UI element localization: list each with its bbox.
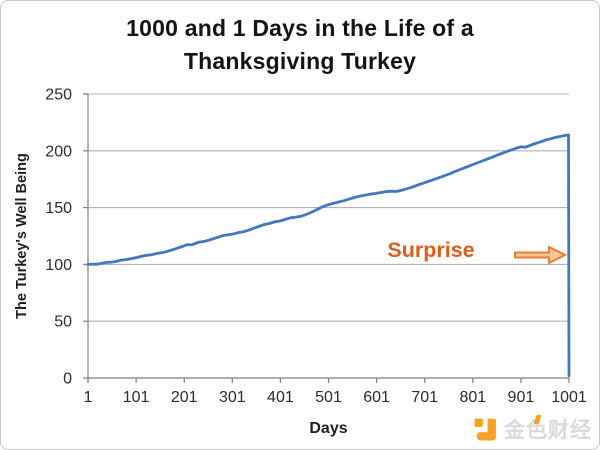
surprise-annotation: Surprise (387, 238, 475, 262)
chart-title-line2: Thanksgiving Turkey (183, 48, 417, 74)
jinse-finance-logo-icon (474, 418, 496, 440)
watermark-text: 金色财经 (504, 419, 592, 442)
chart-title-line1: 1000 and 1 Days in the Life of a (126, 15, 474, 41)
x-tick-label: 801 (459, 389, 486, 406)
watermark: 金色财经 (473, 414, 592, 444)
x-tick-label: 101 (123, 389, 150, 406)
y-axis-title-wrap: The Turkey's Well Being (1, 94, 43, 378)
x-tick-label: 501 (315, 389, 342, 406)
x-tick-label: 201 (171, 389, 198, 406)
wellbeing-series-line (86, 133, 571, 378)
chart-title: 1000 and 1 Days in the Life of a Thanksg… (1, 12, 599, 78)
x-axis-title: Days (309, 420, 348, 437)
right-block-arrow-icon (514, 245, 567, 265)
x-tick-label: 301 (219, 389, 246, 406)
x-tick-label: 1001 (551, 389, 587, 406)
y-tick-label: 200 (45, 143, 72, 160)
y-tick-label: 0 (63, 371, 72, 388)
y-tick-label: 100 (45, 257, 72, 274)
x-tick-label: 401 (267, 389, 294, 406)
x-tick-label: 601 (363, 389, 390, 406)
y-axis-title: The Turkey's Well Being (14, 153, 30, 319)
x-tick-label: 701 (411, 389, 438, 406)
y-tick-label: 250 (45, 87, 72, 104)
x-tick-label: 1 (84, 389, 93, 406)
y-tick-label: 150 (45, 200, 72, 217)
x-tick-label: 901 (508, 389, 535, 406)
y-tick-label: 50 (54, 314, 72, 331)
